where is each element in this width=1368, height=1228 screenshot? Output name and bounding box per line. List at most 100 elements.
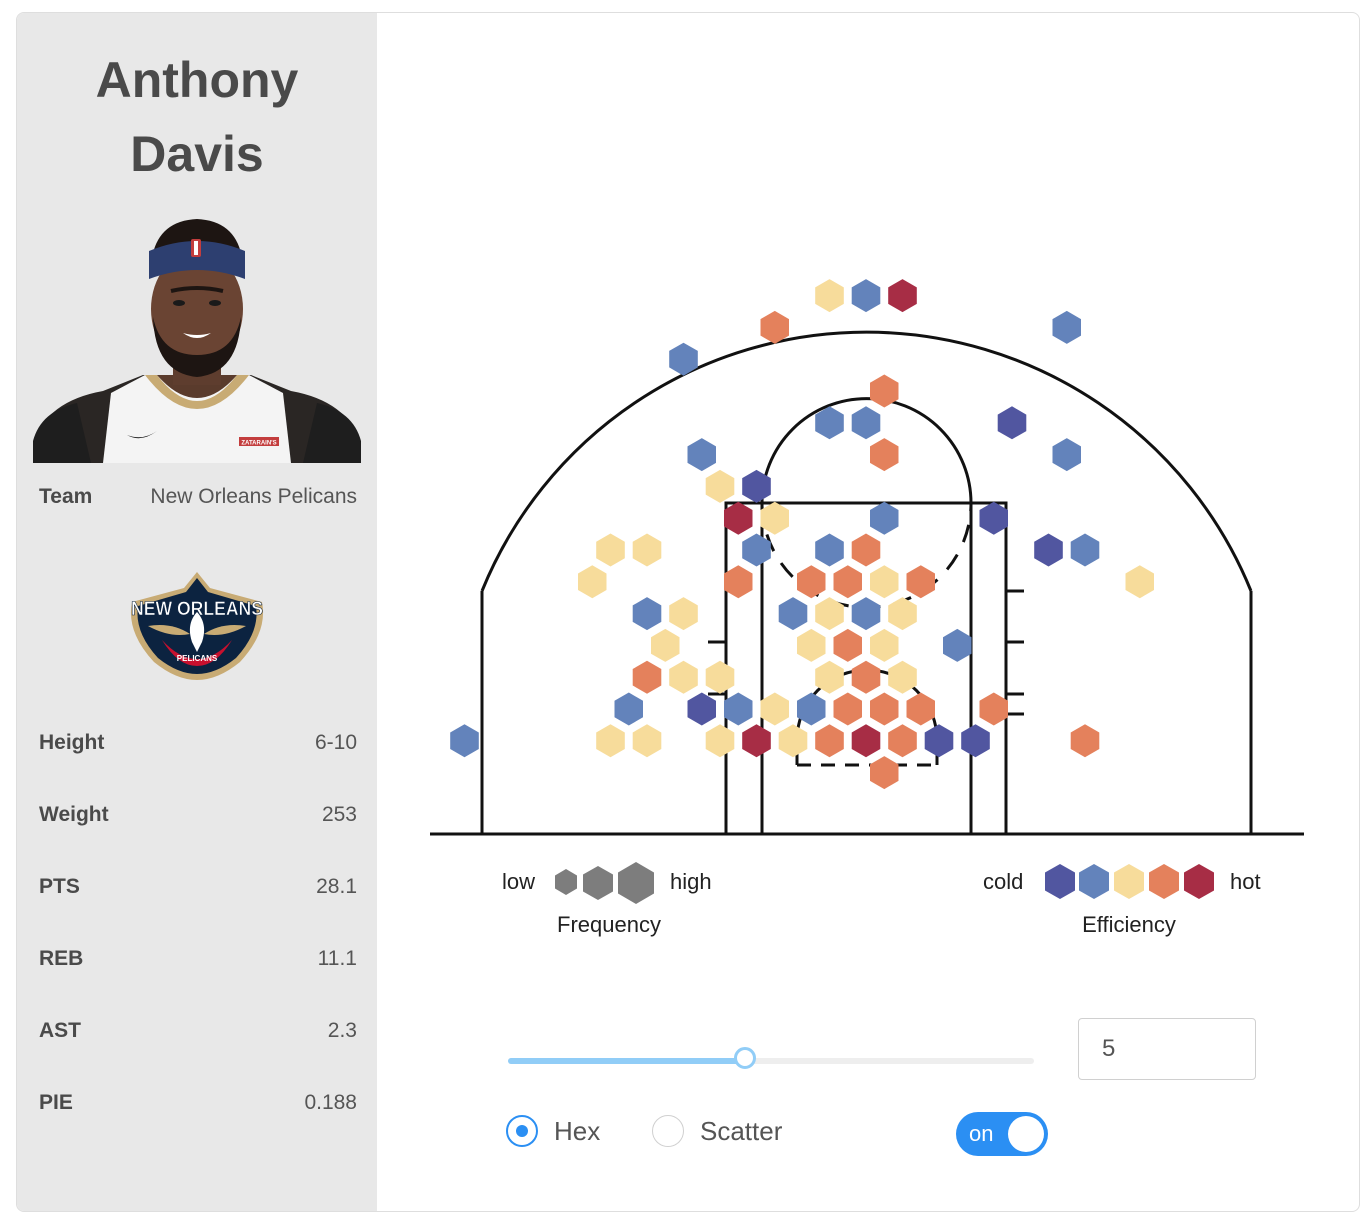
hex-bin bbox=[797, 628, 826, 662]
min-count-input[interactable]: 5 bbox=[1078, 1018, 1256, 1080]
hex-bin bbox=[870, 756, 899, 790]
efficiency-hot-label: hot bbox=[1230, 869, 1261, 894]
hex-bin bbox=[742, 469, 771, 503]
hex-bin bbox=[724, 565, 753, 599]
stat-label: PIE bbox=[39, 1091, 73, 1114]
team-label: Team bbox=[39, 485, 93, 508]
hex-bin bbox=[851, 660, 881, 694]
hex-bin bbox=[687, 692, 716, 726]
hex-bin bbox=[997, 406, 1027, 440]
paint bbox=[760, 501, 973, 836]
hex-bin bbox=[778, 597, 808, 631]
hex-bin bbox=[705, 724, 735, 758]
hex-bin bbox=[833, 628, 862, 662]
slider-thumb[interactable] bbox=[733, 1047, 756, 1069]
stat-label: REB bbox=[39, 947, 84, 970]
hex-bin bbox=[870, 374, 899, 408]
logo-text-bottom: PELICANS bbox=[177, 654, 218, 663]
hex-bin bbox=[651, 628, 680, 662]
efficiency-legend: cold hot Efficiency bbox=[983, 864, 1261, 937]
hex-bin bbox=[632, 724, 662, 758]
hex-bin bbox=[742, 724, 771, 758]
frequency-low-label: low bbox=[502, 869, 535, 894]
hex-bin bbox=[851, 406, 881, 440]
hex-bin bbox=[596, 724, 625, 758]
hex-bin bbox=[669, 342, 698, 376]
hex-bin bbox=[1070, 724, 1100, 758]
player-name: Anthony Davis bbox=[17, 43, 377, 191]
hex-bin bbox=[870, 565, 899, 599]
frequency-hex-large bbox=[618, 862, 654, 904]
stat-row: REB 11.1 bbox=[39, 947, 357, 1019]
three-point-arc bbox=[480, 330, 1253, 592]
player-sidebar: Anthony Davis bbox=[17, 13, 377, 1211]
frequency-hex-medium bbox=[583, 866, 613, 900]
slider-track[interactable] bbox=[508, 1058, 1034, 1064]
stat-row: Height 6-10 bbox=[39, 731, 357, 803]
hex-bin bbox=[632, 660, 662, 694]
radio-hex-circle[interactable] bbox=[506, 1115, 538, 1147]
hex-bin bbox=[888, 660, 917, 694]
hex-bin bbox=[705, 660, 735, 694]
toggle-label: on bbox=[969, 1121, 994, 1146]
hex-bin bbox=[833, 692, 862, 726]
hex-bin bbox=[1052, 438, 1081, 472]
toggle-knob[interactable] bbox=[1008, 1116, 1044, 1152]
hex-bin bbox=[833, 565, 862, 599]
free-throw-circle-top bbox=[760, 397, 973, 504]
bin-size-slider[interactable] bbox=[508, 1047, 1034, 1070]
hex-bin bbox=[614, 692, 643, 726]
team-name: New Orleans Pelicans bbox=[150, 485, 357, 508]
hex-bins bbox=[450, 279, 1154, 790]
hex-bin bbox=[1034, 533, 1063, 567]
hex-bin bbox=[797, 565, 826, 599]
hex-bin bbox=[851, 597, 881, 631]
hex-bin bbox=[870, 438, 899, 472]
hex-bin bbox=[815, 406, 844, 440]
stat-value: 2.3 bbox=[327, 1019, 357, 1042]
stat-row: PIE 0.188 bbox=[39, 1091, 357, 1163]
hex-bin bbox=[815, 533, 844, 567]
hex-bin bbox=[870, 692, 899, 726]
frequency-hex-small bbox=[555, 869, 577, 895]
radio-hex-label[interactable]: Hex bbox=[554, 1116, 601, 1146]
hex-bin bbox=[742, 533, 771, 567]
player-photo: ZATARAIN'S bbox=[33, 205, 361, 463]
hex-bin bbox=[888, 724, 917, 758]
hex-bin bbox=[760, 501, 789, 535]
stat-label: AST bbox=[39, 1019, 81, 1042]
stat-value: 6-10 bbox=[314, 731, 357, 754]
efficiency-title: Efficiency bbox=[1082, 912, 1176, 937]
team-logo: NEW ORLEANS PELICANS bbox=[131, 572, 263, 680]
hex-bin bbox=[815, 597, 844, 631]
hex-bin bbox=[596, 533, 625, 567]
efficiency-cold-label: cold bbox=[983, 869, 1023, 894]
hex-bin bbox=[1052, 310, 1081, 344]
stat-row: PTS 28.1 bbox=[39, 875, 357, 947]
stat-row: AST 2.3 bbox=[39, 1019, 357, 1091]
hex-bin bbox=[943, 628, 972, 662]
hex-bin bbox=[1070, 533, 1100, 567]
player-stats: Height 6-10 Weight 253 PTS 28.1 REB 11.1… bbox=[39, 731, 357, 1163]
hex-bin bbox=[724, 692, 753, 726]
display-toggle[interactable]: on bbox=[956, 1112, 1048, 1156]
stat-label: Weight bbox=[39, 803, 109, 826]
team-row: Team New Orleans Pelicans bbox=[39, 485, 357, 515]
hex-bin bbox=[632, 533, 662, 567]
hex-bin bbox=[724, 501, 753, 535]
radio-scatter-label[interactable]: Scatter bbox=[700, 1116, 783, 1146]
radio-scatter-circle[interactable] bbox=[652, 1115, 684, 1147]
hex-bin bbox=[815, 660, 844, 694]
stat-value: 253 bbox=[321, 803, 357, 826]
hex-bin bbox=[778, 724, 808, 758]
frequency-high-label: high bbox=[670, 869, 712, 894]
hex-bin bbox=[450, 724, 479, 758]
hex-bin bbox=[961, 724, 990, 758]
hex-bin bbox=[979, 692, 1008, 726]
efficiency-hex-hot bbox=[1184, 864, 1214, 899]
frequency-legend: low high Frequency bbox=[502, 862, 712, 937]
shot-chart-card: Anthony Davis bbox=[16, 12, 1360, 1212]
slider-fill bbox=[508, 1058, 745, 1064]
hex-bin bbox=[815, 724, 844, 758]
